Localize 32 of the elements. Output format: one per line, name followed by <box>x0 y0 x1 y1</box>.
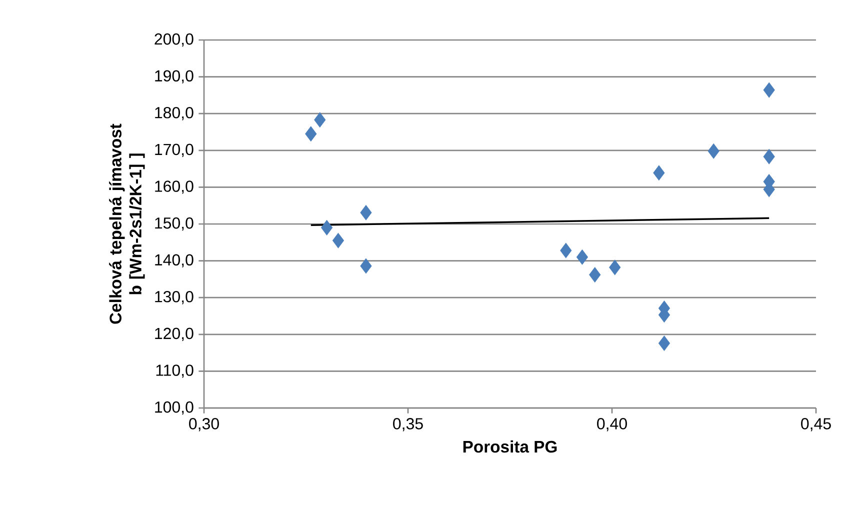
point <box>763 82 775 98</box>
point <box>576 250 588 265</box>
point <box>360 204 372 220</box>
point <box>560 242 572 258</box>
x-tick-label: 0,30 <box>189 418 219 432</box>
point <box>589 267 601 282</box>
point <box>360 258 372 274</box>
point <box>321 220 333 236</box>
x-tick-label: 0,45 <box>801 418 831 432</box>
point <box>314 112 326 128</box>
point <box>763 149 775 164</box>
point <box>653 165 665 180</box>
y-tick-label: 150,0 <box>155 217 194 231</box>
point <box>658 336 670 351</box>
y-axis-title: Celková tepelná jímavost b [Wm-2s1/2K-1] ] <box>109 124 145 324</box>
point <box>609 260 621 276</box>
y-tick-label: 160,0 <box>155 180 194 194</box>
y-tick-label: 170,0 <box>155 144 194 158</box>
point <box>332 232 344 248</box>
x-tick-label: 0,35 <box>393 418 423 432</box>
y-tick-label: 190,0 <box>155 70 194 84</box>
y-tick-label: 100,0 <box>155 401 194 415</box>
y-tick-label: 180,0 <box>155 106 194 120</box>
y-tick-label: 130,0 <box>155 290 194 304</box>
y-tick-label: 200,0 <box>154 33 194 47</box>
y-tick-label: 110,0 <box>156 364 194 378</box>
y-tick-label: 120,0 <box>155 328 194 342</box>
point <box>305 126 317 142</box>
point <box>708 144 720 159</box>
x-tick-label: 0,40 <box>597 418 627 432</box>
x-axis-title: Porosita PG <box>463 440 557 453</box>
y-tick-label: 140,0 <box>155 254 194 268</box>
